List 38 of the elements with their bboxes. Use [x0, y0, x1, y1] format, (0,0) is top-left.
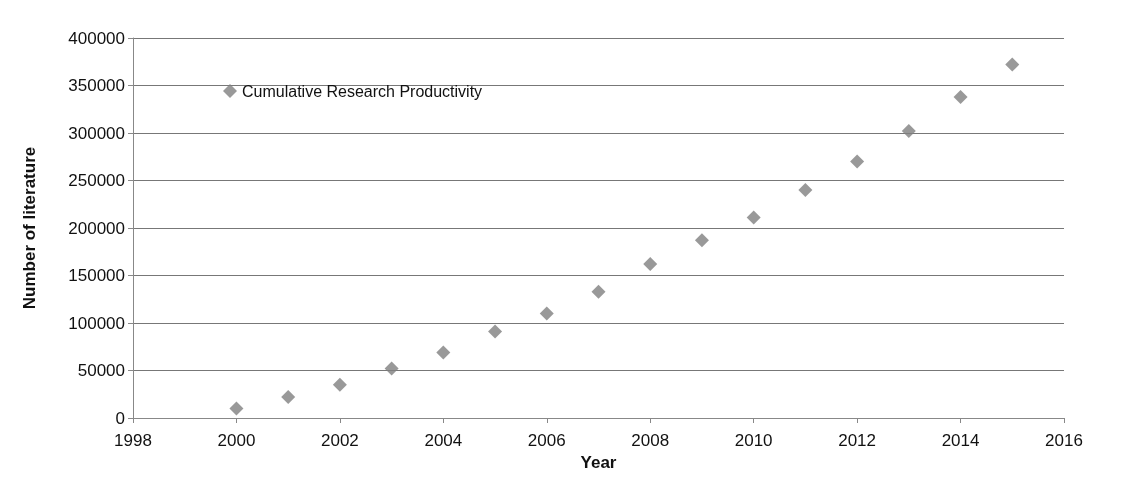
y-tick-label: 350000: [68, 76, 125, 95]
point: [591, 284, 606, 299]
x-tick-label: 2016: [1045, 431, 1083, 450]
point: [281, 390, 296, 405]
point: [746, 210, 761, 225]
point: [488, 324, 503, 339]
point: [539, 306, 554, 321]
x-tick-label: 1998: [114, 431, 152, 450]
point: [643, 257, 658, 272]
point: [332, 377, 347, 392]
point: [798, 183, 813, 197]
point: [436, 345, 451, 360]
point: [953, 89, 968, 104]
legend-label: Cumulative Research Productivity: [242, 82, 483, 100]
y-tick-label: 300000: [68, 123, 125, 143]
x-tick-label: 2010: [734, 431, 773, 450]
x-axis-title: Year: [580, 452, 617, 472]
point: [694, 233, 709, 248]
x-tick-label: 2004: [424, 431, 463, 450]
x-tick-label: 2008: [631, 431, 670, 450]
point: [850, 154, 865, 169]
x-tick-label: 2012: [838, 431, 877, 450]
point: [1005, 57, 1020, 72]
point: [901, 124, 916, 139]
y-tick-label: 50000: [77, 361, 125, 380]
x-tick-label: 2002: [320, 431, 359, 450]
y-tick-label: 200000: [68, 218, 125, 238]
y-tick-label: 400000: [68, 28, 125, 48]
y-tick-label: 100000: [68, 313, 125, 333]
x-tick-label: 2014: [941, 431, 980, 450]
y-tick-label: 250000: [68, 171, 125, 190]
y-tick-label: 150000: [68, 266, 125, 285]
point: [229, 401, 244, 416]
x-tick-label: 2006: [527, 431, 566, 450]
point: [384, 361, 399, 376]
y-tick-label: 0: [115, 408, 125, 428]
y-axis-title: Number of literature: [20, 146, 39, 310]
x-tick-label: 2000: [217, 431, 256, 450]
